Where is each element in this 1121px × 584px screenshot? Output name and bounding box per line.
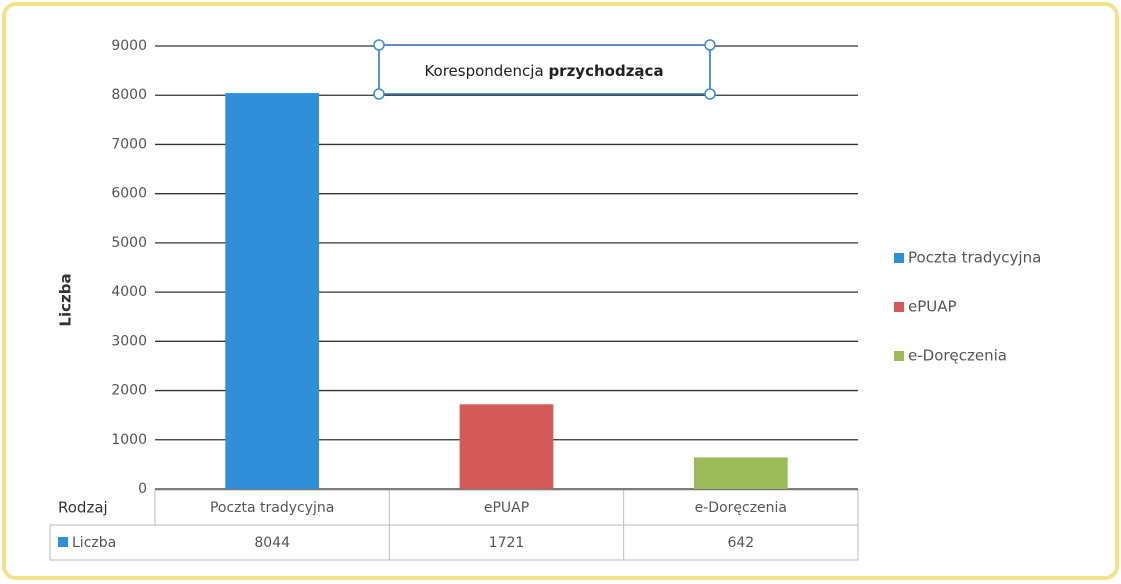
table-row	[49, 524, 859, 561]
title-part-bold: przychodząca	[548, 62, 663, 80]
y-tick-label: 4000	[111, 284, 147, 300]
y-tick-label: 6000	[111, 186, 147, 202]
y-tick-label: 8000	[111, 87, 147, 103]
chart-title: Korespondencja przychodząca	[424, 62, 663, 80]
table-value: 642	[727, 535, 754, 551]
bar	[459, 404, 554, 489]
title-handle	[704, 39, 716, 51]
legend-swatch	[894, 351, 904, 361]
y-tick-label: 1000	[111, 432, 147, 448]
x-tick-label: e-Doręczenia	[695, 500, 787, 516]
y-tick-label: 3000	[111, 333, 147, 349]
title-box	[378, 44, 711, 95]
table-value: 8044	[254, 535, 290, 551]
title-part: Korespondencja	[424, 62, 543, 80]
legend-label: Poczta tradycyjna	[908, 249, 1041, 267]
legend-swatch	[894, 253, 904, 263]
table-series-name: Liczba	[72, 535, 116, 551]
y-tick-label: 0	[138, 481, 147, 497]
y-tick-label: 2000	[111, 383, 147, 399]
x-tick-label: ePUAP	[484, 500, 529, 516]
legend-swatch	[894, 302, 904, 312]
bar	[225, 93, 320, 489]
table-value: 1721	[489, 535, 525, 551]
bar	[693, 457, 788, 489]
table-header: Rodzaj	[58, 499, 108, 517]
title-handle	[373, 39, 385, 51]
y-tick-label: 7000	[111, 136, 147, 152]
y-axis-label: Liczba	[57, 273, 75, 326]
legend-label: ePUAP	[908, 298, 957, 316]
x-tick-label: Poczta tradycyjna	[210, 500, 334, 516]
y-tick-label: 5000	[111, 235, 147, 251]
legend-label: e-Doręczenia	[908, 347, 1007, 365]
title-handle	[704, 88, 716, 100]
title-handle	[373, 88, 385, 100]
y-tick-label: 9000	[111, 38, 147, 54]
table-swatch	[58, 537, 68, 547]
